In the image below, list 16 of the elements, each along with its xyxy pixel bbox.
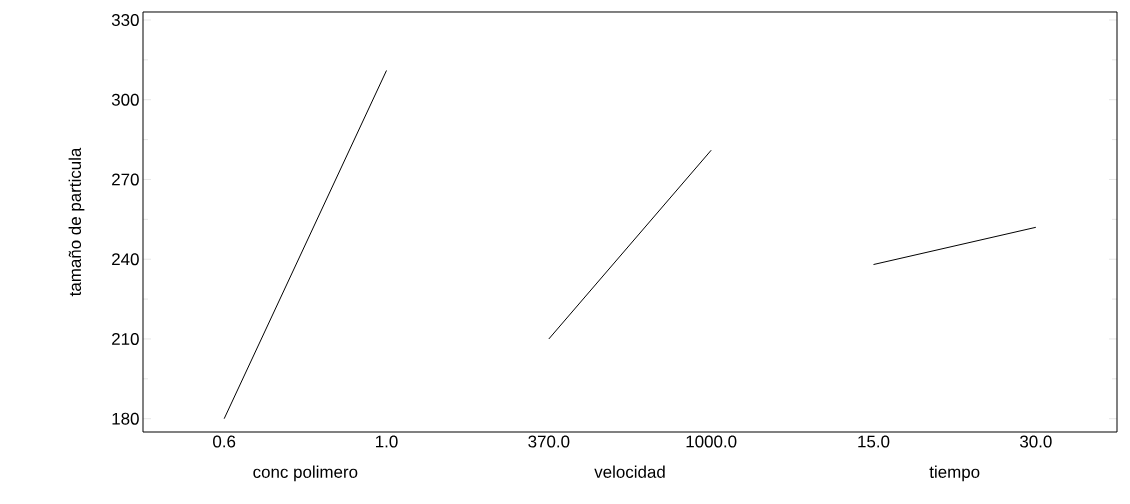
y-axis-title: tamaño de particula [68, 147, 85, 297]
text: conc polimero [253, 465, 358, 482]
text: tiempo [929, 465, 980, 482]
y-tick-label: 270 [112, 173, 139, 186]
y-tick-label: 180 [112, 412, 139, 425]
x-tick-label: 1.0 [376, 435, 398, 448]
y-tick-label: 330 [111, 13, 139, 26]
x-tick-label: 15.0 [858, 435, 890, 448]
x-tick-label: 370.0 [528, 435, 570, 448]
text: velocidad [594, 465, 665, 478]
x-tick-label: 0.6 [213, 435, 236, 448]
x-tick-label: 30.0 [1020, 435, 1052, 448]
x-tick-label: 1000.0 [686, 435, 737, 448]
y-tick-label: 210 [112, 332, 139, 345]
y-tick-label: 240 [112, 253, 139, 266]
y-tick-label: 300 [111, 93, 139, 106]
